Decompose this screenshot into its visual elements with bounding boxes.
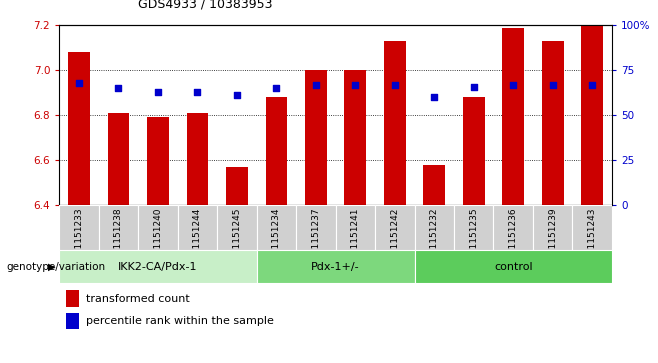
Point [429,94,440,100]
Bar [226,167,247,205]
Point [271,85,282,91]
Text: GSM1151240: GSM1151240 [153,207,163,268]
Bar [463,97,484,205]
Bar [108,113,129,205]
Text: GSM1151243: GSM1151243 [588,207,597,268]
Bar [147,118,168,205]
Bar [178,205,217,250]
Point [390,82,400,87]
Text: ▶: ▶ [49,262,56,272]
Bar [257,250,415,283]
Text: GSM1151233: GSM1151233 [74,207,84,268]
Bar [187,113,208,205]
Text: GSM1151234: GSM1151234 [272,207,281,268]
Bar [68,52,89,205]
Text: IKK2-CA/Pdx-1: IKK2-CA/Pdx-1 [118,262,197,272]
Bar [99,205,138,250]
Text: GSM1151241: GSM1151241 [351,207,360,268]
Bar [59,205,99,250]
Text: Pdx-1+/-: Pdx-1+/- [311,262,360,272]
Point [350,82,361,87]
Text: GDS4933 / 10383953: GDS4933 / 10383953 [138,0,272,11]
Bar [265,97,287,205]
Point [153,89,163,95]
Text: GSM1151235: GSM1151235 [469,207,478,268]
Bar [454,205,494,250]
Point [113,85,124,91]
Text: percentile rank within the sample: percentile rank within the sample [86,316,274,326]
Bar [59,250,257,283]
Point [468,83,479,89]
Text: transformed count: transformed count [86,294,190,303]
Bar [572,205,612,250]
Point [311,82,321,87]
Bar [502,28,524,205]
Bar [66,290,79,307]
Bar [533,205,572,250]
Point [547,82,558,87]
Bar [66,313,79,329]
Bar [415,250,612,283]
Text: GSM1151232: GSM1151232 [430,207,439,268]
Text: GSM1151244: GSM1151244 [193,207,202,268]
Text: genotype/variation: genotype/variation [7,262,106,272]
Text: GSM1151237: GSM1151237 [311,207,320,268]
Text: GSM1151245: GSM1151245 [232,207,241,268]
Bar [336,205,375,250]
Bar [542,41,563,205]
Text: GSM1151236: GSM1151236 [509,207,518,268]
Bar [582,25,603,205]
Bar [217,205,257,250]
Bar [375,205,415,250]
Text: GSM1151242: GSM1151242 [390,207,399,268]
Text: GSM1151238: GSM1151238 [114,207,123,268]
Bar [415,205,454,250]
Text: GSM1151239: GSM1151239 [548,207,557,268]
Point [508,82,519,87]
Point [192,89,203,95]
Bar [424,165,445,205]
Bar [384,41,405,205]
Bar [296,205,336,250]
Point [74,80,84,86]
Bar [494,205,533,250]
Bar [345,70,366,205]
Point [587,82,597,87]
Bar [138,205,178,250]
Text: control: control [494,262,532,272]
Point [232,93,242,98]
Bar [257,205,296,250]
Bar [305,70,326,205]
